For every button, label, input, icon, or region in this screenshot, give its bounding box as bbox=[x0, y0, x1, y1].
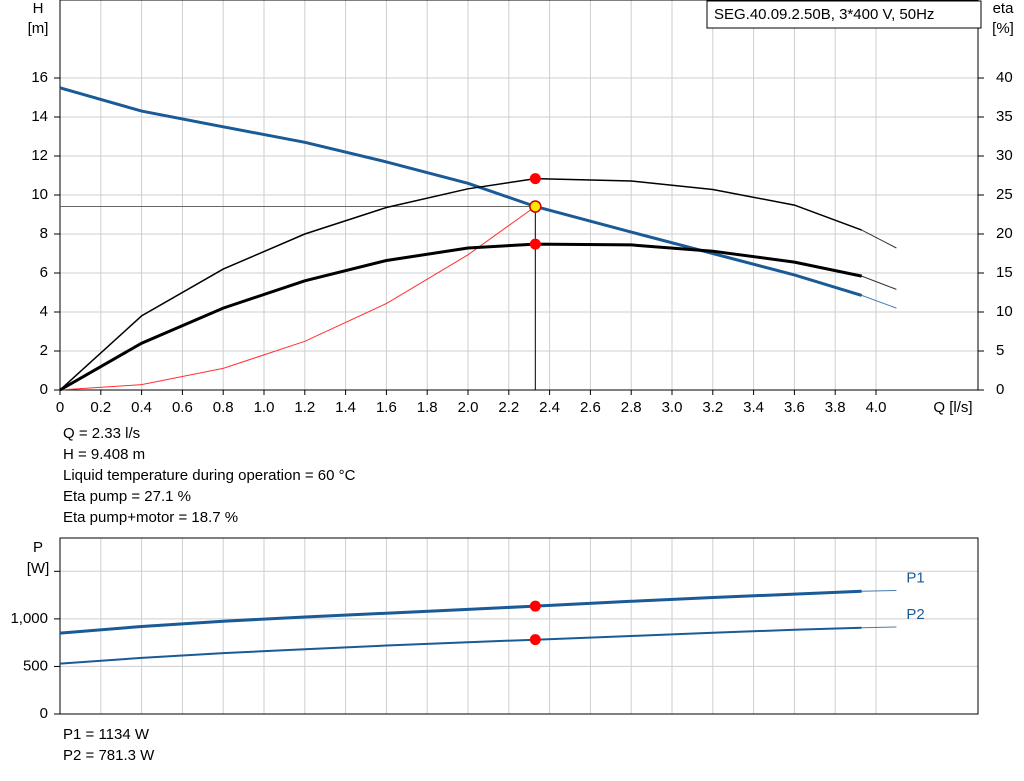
curve bbox=[59, 177, 862, 391]
x-tick-label: 1.8 bbox=[417, 399, 438, 416]
y2-tick-label: 30 bbox=[996, 147, 1013, 164]
curve-extension bbox=[861, 294, 897, 309]
y-tick-label: 8 bbox=[40, 225, 48, 242]
y2-tick-label: 10 bbox=[996, 303, 1013, 320]
info-line: Eta pump = 27.1 % bbox=[63, 488, 191, 505]
y-tick-label: 14 bbox=[31, 108, 48, 125]
x-tick-label: 0.2 bbox=[90, 399, 111, 416]
y-tick-label: 500 bbox=[23, 657, 48, 674]
operating-point bbox=[529, 173, 541, 185]
y2-axis-label: eta bbox=[993, 0, 1015, 17]
operating-point bbox=[529, 200, 542, 213]
series-label: P2 bbox=[906, 606, 924, 623]
x-tick-label: 3.0 bbox=[662, 399, 683, 416]
x-tick-label: 0.8 bbox=[213, 399, 234, 416]
x-tick-label: 0.4 bbox=[131, 399, 152, 416]
y2-tick-label: 15 bbox=[996, 264, 1013, 281]
y-tick-label: 1,000 bbox=[10, 610, 48, 627]
operating-point bbox=[529, 238, 541, 250]
x-tick-label: 2.8 bbox=[621, 399, 642, 416]
curve-extension bbox=[861, 275, 897, 290]
curve bbox=[59, 86, 863, 297]
x-tick-label: 3.4 bbox=[743, 399, 764, 416]
y-tick-label: 12 bbox=[31, 147, 48, 164]
curve bbox=[59, 589, 862, 635]
x-tick-label: 1.0 bbox=[254, 399, 275, 416]
x-tick-label: 2.2 bbox=[498, 399, 519, 416]
info-line: H = 9.408 m bbox=[63, 446, 145, 463]
operating-point bbox=[529, 600, 541, 612]
x-tick-label: 0 bbox=[56, 399, 64, 416]
operating-point bbox=[529, 634, 541, 646]
plot-frame bbox=[59, 537, 979, 715]
y-tick-label: 6 bbox=[40, 264, 48, 281]
y-axis-label: P bbox=[33, 539, 43, 556]
y-tick-label: 4 bbox=[40, 303, 48, 320]
curve-extension bbox=[861, 590, 897, 592]
info-line: P2 = 781.3 W bbox=[63, 747, 155, 764]
y2-axis-unit: [%] bbox=[992, 20, 1014, 37]
y-tick-label: 0 bbox=[40, 705, 48, 722]
x-tick-label: 2.4 bbox=[539, 399, 560, 416]
x-tick-label: 2.0 bbox=[458, 399, 479, 416]
y-tick-label: 0 bbox=[40, 381, 48, 398]
x-tick-label: 3.2 bbox=[702, 399, 723, 416]
x-tick-label: 3.8 bbox=[825, 399, 846, 416]
y-tick-label: 16 bbox=[31, 69, 48, 86]
curve-extension bbox=[861, 229, 897, 249]
y2-tick-label: 20 bbox=[996, 225, 1013, 242]
x-axis-label: Q [l/s] bbox=[933, 399, 972, 416]
x-tick-label: 3.6 bbox=[784, 399, 805, 416]
plot-frame bbox=[59, 0, 979, 391]
y-tick-label: 2 bbox=[40, 342, 48, 359]
x-tick-label: 0.6 bbox=[172, 399, 193, 416]
info-line: Eta pump+motor = 18.7 % bbox=[63, 509, 238, 526]
curve-extension bbox=[861, 626, 897, 629]
info-line: P1 = 1134 W bbox=[63, 726, 150, 743]
y-axis-label: H bbox=[33, 0, 44, 17]
y2-tick-label: 0 bbox=[996, 381, 1004, 398]
system-curve bbox=[59, 206, 536, 391]
x-tick-label: 1.6 bbox=[376, 399, 397, 416]
y-axis-unit: [W] bbox=[27, 560, 50, 577]
x-tick-label: 4.0 bbox=[866, 399, 887, 416]
y2-tick-label: 25 bbox=[996, 186, 1013, 203]
legend-box bbox=[706, 0, 982, 29]
y-axis-unit: [m] bbox=[28, 20, 49, 37]
x-tick-label: 2.6 bbox=[580, 399, 601, 416]
x-tick-label: 1.2 bbox=[294, 399, 315, 416]
curve bbox=[59, 626, 862, 665]
legend-text: SEG.40.09.2.50B, 3*400 V, 50Hz bbox=[714, 6, 934, 23]
series-label: P1 bbox=[906, 569, 924, 586]
info-line: Q = 2.33 l/s bbox=[63, 425, 140, 442]
y2-tick-label: 40 bbox=[996, 69, 1013, 86]
y2-tick-label: 5 bbox=[996, 342, 1004, 359]
y-tick-label: 10 bbox=[31, 186, 48, 203]
info-line: Liquid temperature during operation = 60… bbox=[63, 467, 356, 484]
curve bbox=[59, 242, 863, 392]
x-tick-label: 1.4 bbox=[335, 399, 356, 416]
y2-tick-label: 35 bbox=[996, 108, 1013, 125]
